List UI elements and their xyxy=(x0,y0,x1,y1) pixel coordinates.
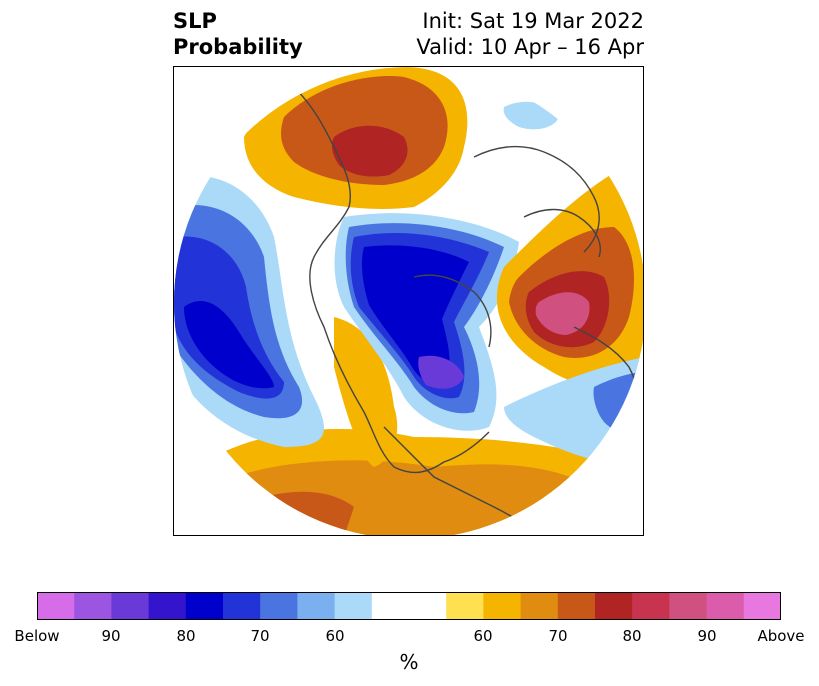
probability-fields xyxy=(174,67,643,535)
colorbar-swatch xyxy=(743,592,781,620)
colorbar-tick-label: Above xyxy=(757,627,805,645)
colorbar-tick-label: 90 xyxy=(101,627,121,645)
colorbar-tick-label: Below xyxy=(14,627,60,645)
valid-range: Valid: 10 Apr – 16 Apr xyxy=(416,35,644,59)
map-canvas xyxy=(174,67,643,535)
colorbar-tick-label: 80 xyxy=(176,627,196,645)
colorbar-tick-label: 60 xyxy=(325,627,345,645)
colorbar-swatch xyxy=(334,592,373,620)
colorbar-swatch xyxy=(557,592,596,620)
colorbar-swatch xyxy=(297,592,336,620)
colorbar-tick-label: 90 xyxy=(697,627,717,645)
colorbar-swatch xyxy=(111,592,150,620)
colorbar-swatch xyxy=(520,592,559,620)
title-type: Probability xyxy=(173,35,303,59)
colorbar-swatch xyxy=(632,592,670,620)
colorbar-swatch xyxy=(260,592,298,620)
colorbar-unit: % xyxy=(399,650,419,674)
colorbar-swatch xyxy=(371,592,410,620)
below-region-arctic-core xyxy=(361,245,469,386)
colorbar-tick-label: 70 xyxy=(250,627,270,645)
colorbar-border xyxy=(37,592,781,620)
colorbar-swatch xyxy=(74,592,112,620)
colorbar-swatch xyxy=(37,592,75,620)
colorbar-swatch xyxy=(669,592,708,620)
below-region-arctic-extreme xyxy=(418,355,464,389)
below-region-pacific-core xyxy=(184,301,274,389)
colorbar-tick-label: 60 xyxy=(473,627,493,645)
colorbar-swatch xyxy=(446,592,484,620)
colorbar-tick-label: 70 xyxy=(548,627,568,645)
chart-title-left: SLP Probability xyxy=(173,8,303,60)
colorbar-swatch xyxy=(409,592,447,620)
colorbar-swatch xyxy=(185,592,224,620)
probability-map xyxy=(173,66,644,536)
colorbar-swatches xyxy=(37,592,781,620)
colorbar-swatch xyxy=(148,592,187,620)
init-date: Init: Sat 19 Mar 2022 xyxy=(422,9,644,33)
colorbar-tick-label: 80 xyxy=(622,627,642,645)
colorbar-swatch xyxy=(706,592,745,620)
colorbar-swatch xyxy=(223,592,261,620)
above-region-europe-extreme xyxy=(535,292,590,335)
chart-title-right: Init: Sat 19 Mar 2022 Valid: 10 Apr – 16… xyxy=(416,8,644,60)
colorbar-swatch xyxy=(595,592,633,620)
title-variable: SLP xyxy=(173,9,217,33)
above-region-north-america xyxy=(334,317,398,467)
above-region-siberia-core xyxy=(331,125,408,177)
colorbar-swatch xyxy=(483,592,522,620)
colorbar xyxy=(37,592,781,620)
